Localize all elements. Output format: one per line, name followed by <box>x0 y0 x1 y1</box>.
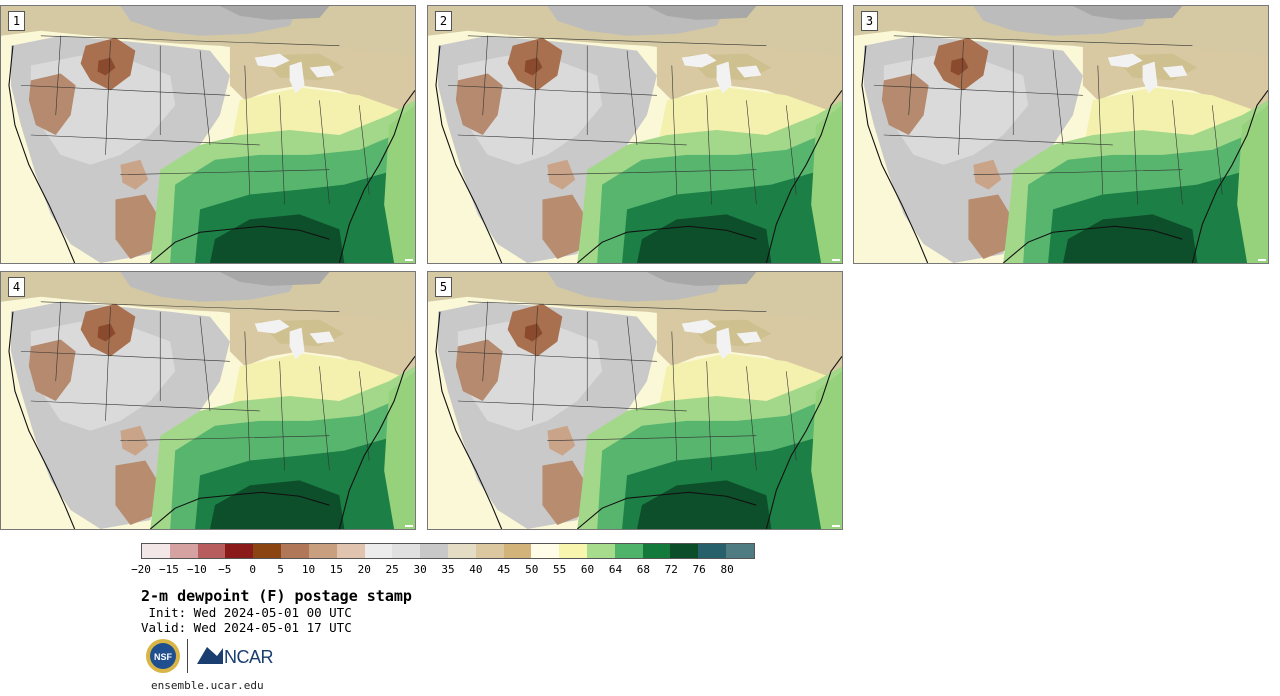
logo-divider <box>187 639 188 673</box>
colorbar-tick-label: 72 <box>664 563 678 576</box>
colorbar-tick-label: −10 <box>186 563 207 576</box>
colorbar-segment <box>142 544 170 558</box>
colorbar-segment <box>336 544 365 558</box>
init-time: Init: Wed 2024-05-01 00 UTC <box>141 605 352 620</box>
colorbar-segment <box>614 544 643 558</box>
colorbar-segment <box>726 544 754 558</box>
colorbar-tick-label: 60 <box>580 563 595 576</box>
map-panel-2: 2 <box>427 5 843 264</box>
colorbar-tick-label: −20 <box>131 563 151 576</box>
panel-corner <box>405 259 413 261</box>
colorbar-tick-label: 50 <box>525 563 539 576</box>
colorbar-segment <box>698 544 727 558</box>
dewpoint-map <box>1 6 415 263</box>
logos: NSF NCAR <box>145 637 285 677</box>
colorbar-segment <box>364 544 393 558</box>
colorbar-tick-label: 80 <box>720 563 734 576</box>
dewpoint-map <box>428 272 842 529</box>
chart-title: 2-m dewpoint (F) postage stamp <box>141 587 412 605</box>
panel-number: 1 <box>8 11 25 31</box>
colorbar-segment <box>169 544 198 558</box>
panel-number: 2 <box>435 11 452 31</box>
colorbar-tick-label: 0 <box>249 563 256 576</box>
dewpoint-map <box>1 272 415 529</box>
colorbar-tick-label: 10 <box>301 563 316 576</box>
colorbar-segment <box>531 544 560 558</box>
colorbar-tick-label: 35 <box>441 563 455 576</box>
colorbar-segment <box>670 544 699 558</box>
colorbar-tick-label: 76 <box>692 563 706 576</box>
panel-corner <box>1258 259 1266 261</box>
colorbar-segment <box>642 544 671 558</box>
colorbar-segment <box>503 544 532 558</box>
colorbar-tick-label: 15 <box>329 563 343 576</box>
colorbar-segment <box>308 544 337 558</box>
panel-number: 4 <box>8 277 25 297</box>
valid-time: Valid: Wed 2024-05-01 17 UTC <box>141 620 352 635</box>
colorbar-tick-label: 30 <box>413 563 427 576</box>
map-panel-5: 5 <box>427 271 843 530</box>
colorbar-segment <box>559 544 587 558</box>
website-url: ensemble.ucar.edu <box>151 679 264 692</box>
ncar-logo-text: NCAR <box>224 647 274 667</box>
colorbar-segment <box>392 544 421 558</box>
panel-corner <box>832 259 840 261</box>
colorbar-segment <box>281 544 309 558</box>
colorbar-tick-label: −5 <box>218 563 232 576</box>
colorbar-tick-label: 40 <box>469 563 483 576</box>
colorbar-ticks: −20 −15 −10 −5 0 5 10 15 20 25 30 35 40 45 50 55 60 64 68 7… <box>0 563 1280 577</box>
colorbar-tick-label: 45 <box>497 563 511 576</box>
colorbar-segment <box>475 544 504 558</box>
colorbar-segment <box>253 544 282 558</box>
colorbar-tick-label: 20 <box>357 563 371 576</box>
panel-corner <box>405 525 413 527</box>
map-panel-4: 4 <box>0 271 416 530</box>
colorbar-segment <box>420 544 448 558</box>
dewpoint-map <box>854 6 1268 263</box>
colorbar <box>141 543 755 559</box>
colorbar-tick-label: 68 <box>636 563 650 576</box>
colorbar-tick-label: 64 <box>608 563 623 576</box>
panel-corner <box>832 525 840 527</box>
colorbar-segment <box>447 544 476 558</box>
nsf-logo-text: NSF <box>154 652 173 662</box>
colorbar-segment <box>587 544 615 558</box>
colorbar-segment <box>197 544 226 558</box>
colorbar-tick-label: 25 <box>385 563 399 576</box>
ncar-logo-mark <box>197 647 223 664</box>
panel-number: 5 <box>435 277 452 297</box>
colorbar-tick-label: 55 <box>553 563 567 576</box>
colorbar-tick-label: −15 <box>158 563 179 576</box>
colorbar-tick-label: 5 <box>277 563 284 576</box>
dewpoint-map <box>428 6 842 263</box>
panel-number: 3 <box>861 11 878 31</box>
nsf-logo: NSF <box>146 639 180 673</box>
map-panel-1: 1 <box>0 5 416 264</box>
map-panel-3: 3 <box>853 5 1269 264</box>
colorbar-segment <box>225 544 254 558</box>
